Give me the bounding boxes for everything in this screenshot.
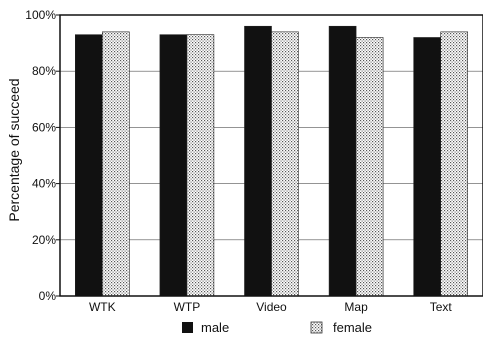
bar-male-wtp xyxy=(159,34,188,297)
legend-swatch-female xyxy=(310,321,323,334)
x-tick-label: WTK xyxy=(89,300,116,314)
legend-label-male: male xyxy=(201,320,229,335)
bar-female-video xyxy=(271,31,299,297)
y-tick-labels: 0% 20% 40% 60% 80% 100% xyxy=(25,8,60,303)
bar-female-text xyxy=(440,31,469,297)
legend-swatch-male xyxy=(182,322,193,333)
x-tick-labels: WTK WTP Video Map Text xyxy=(89,300,452,314)
bar-male-text xyxy=(413,37,442,297)
bar-male-wtk xyxy=(75,34,103,297)
bar-male-video xyxy=(244,25,272,297)
y-tick-label: 60% xyxy=(32,120,56,134)
plot-frame xyxy=(59,14,483,297)
x-tick-label: WTP xyxy=(174,300,201,314)
y-tick-label: 20% xyxy=(32,233,56,247)
bar-female-wtk xyxy=(102,31,130,297)
bar-female-map xyxy=(355,37,384,297)
y-tick-label: 100% xyxy=(25,8,56,22)
y-tick-label: 40% xyxy=(32,177,56,191)
bar-male-map xyxy=(328,25,357,297)
legend: male female xyxy=(182,320,372,335)
y-tick-label: 80% xyxy=(32,64,56,78)
y-tick-label: 0% xyxy=(39,289,57,303)
bars xyxy=(75,25,469,297)
legend-label-female: female xyxy=(333,320,372,335)
bar-female-wtp xyxy=(186,34,215,297)
x-tick-label: Video xyxy=(256,300,287,314)
x-tick-label: Map xyxy=(344,300,368,314)
x-tick-label: Text xyxy=(430,300,453,314)
y-axis-label: Percentage of succeed xyxy=(6,78,22,221)
